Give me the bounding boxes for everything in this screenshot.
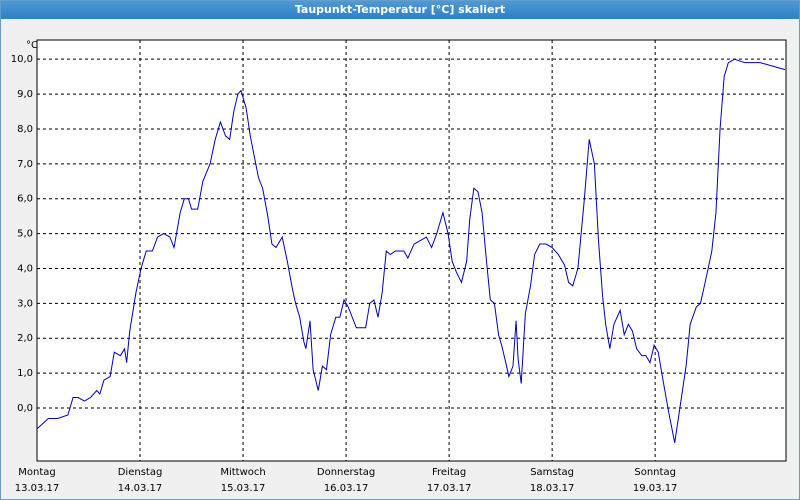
x-tick-date: 19.03.17: [633, 483, 678, 494]
y-tick-label: 3,0: [17, 298, 33, 309]
x-tick-date: 17.03.17: [427, 483, 472, 494]
y-tick-label: 10,0: [11, 54, 33, 65]
chart-title: Taupunkt-Temperatur [°C] skaliert: [1, 1, 799, 19]
y-tick-label: 7,0: [17, 159, 33, 170]
x-tick-label: Freitag: [432, 467, 466, 478]
y-tick-label: 1,0: [17, 368, 33, 379]
line: [36, 58, 786, 443]
x-tick-label: Donnerstag: [317, 467, 375, 478]
y-tick-label: 8,0: [17, 124, 33, 135]
y-unit: °C: [26, 40, 38, 51]
x-tick-label: Montag: [18, 467, 55, 478]
y-tick-label: 6,0: [17, 194, 33, 205]
y-tick-label: 5,0: [17, 229, 33, 240]
y-tick-label: 4,0: [17, 263, 33, 274]
x-tick-label: Dienstag: [118, 467, 163, 478]
x-tick-date: 14.03.17: [118, 483, 163, 494]
x-tick-date: 15.03.17: [221, 483, 266, 494]
x-tick-date: 16.03.17: [324, 483, 369, 494]
y-tick-label: 0,0: [17, 403, 33, 414]
x-tick-label: Samstag: [530, 467, 574, 478]
x-tick-label: Sonntag: [634, 467, 676, 478]
y-tick-label: 2,0: [17, 333, 33, 344]
y-tick-label: 9,0: [17, 89, 33, 100]
x-tick-label: Mittwoch: [220, 467, 265, 478]
x-tick-date: 18.03.17: [530, 483, 575, 494]
x-tick-date: 13.03.17: [15, 483, 60, 494]
